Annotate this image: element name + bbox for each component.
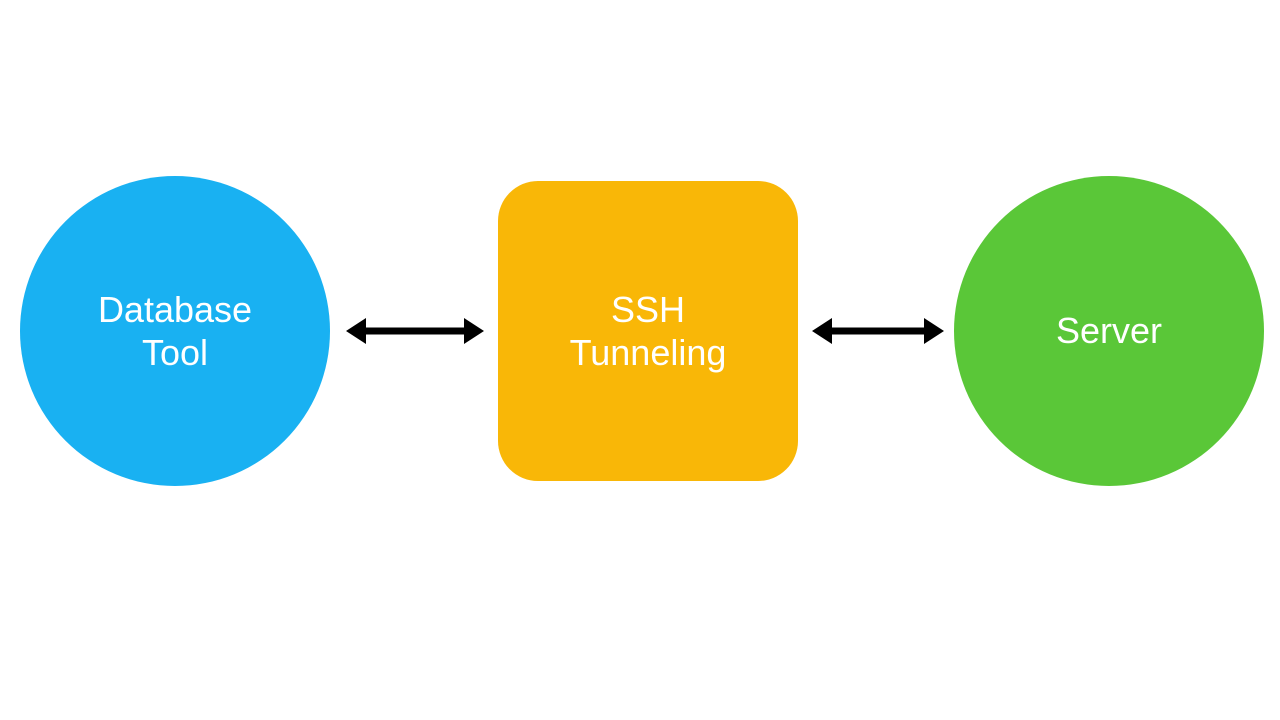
node-label-line2: Tool [98,331,252,374]
node-label: Server [1056,309,1162,352]
node-label: SSH Tunneling [570,288,727,374]
double-arrow-icon [812,311,944,351]
node-label-line2: Tunneling [570,331,727,374]
node-label-line1: Database [98,288,252,331]
node-label: Database Tool [98,288,252,374]
arrowhead-right-icon [924,318,944,344]
arrowhead-left-icon [812,318,832,344]
node-database-tool: Database Tool [20,176,330,486]
node-server: Server [954,176,1264,486]
node-ssh-tunneling: SSH Tunneling [498,181,798,481]
node-label-line1: SSH [570,288,727,331]
arrowhead-right-icon [464,318,484,344]
diagram-canvas: Database Tool SSH Tunneling Server [0,0,1280,720]
node-label-line1: Server [1056,309,1162,352]
arrowhead-left-icon [346,318,366,344]
double-arrow-icon [346,311,484,351]
